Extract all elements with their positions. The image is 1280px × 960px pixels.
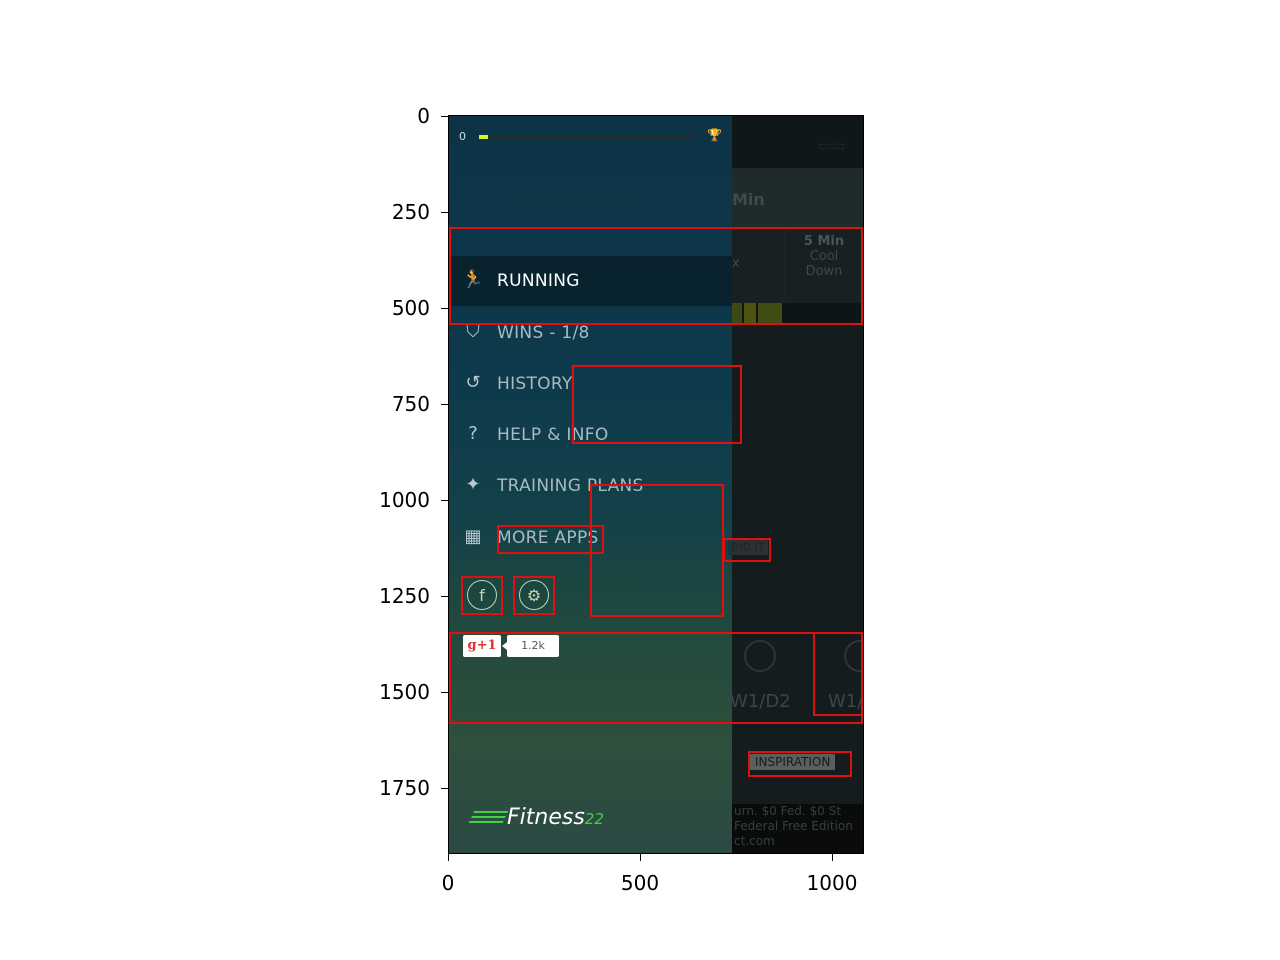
background-app: ▭▭ Min x 5 Min Cool Down DID IT W1/D2 [728, 116, 863, 853]
phone-screen: ▭▭ Min x 5 Min Cool Down DID IT W1/D2 [449, 116, 863, 853]
x-tick [640, 854, 641, 861]
logo-text: Fitness [507, 805, 585, 830]
y-tick [441, 404, 448, 405]
menu-item-label: MORE APPS [497, 528, 599, 548]
segment-bar [758, 303, 782, 323]
day-label[interactable]: W1/ [828, 691, 863, 712]
workout-header-text: Min [732, 190, 765, 209]
segment-label-line1: Cool [809, 249, 839, 264]
menu-item-label: HISTORY [497, 374, 573, 394]
ad-banner[interactable]: urn. $0 Fed. $0 St Federal Free Edition … [732, 804, 863, 853]
menu-item-running[interactable]: 🏃 RUNNING [449, 256, 732, 306]
y-tick-label: 0 [417, 104, 430, 128]
screenshot-frame: ▭▭ Min x 5 Min Cool Down DID IT W1/D2 [448, 115, 864, 854]
menu-item-history[interactable]: ↺ HISTORY [449, 359, 732, 409]
annotation-box [590, 484, 724, 617]
x-tick [832, 854, 833, 861]
did-it-button[interactable]: DID IT [728, 540, 768, 555]
y-tick-label: 1500 [379, 680, 430, 704]
y-tick [441, 116, 448, 117]
x-tick-label: 0 [441, 871, 455, 895]
y-tick-label: 750 [391, 392, 430, 416]
menu-item-label: HELP & INFO [497, 425, 609, 445]
app-topbar: ▭▭ [732, 116, 863, 168]
menu-item-training-plans[interactable]: ✦ TRAINING PLANS [449, 461, 732, 511]
annotation-box [449, 227, 863, 325]
history-icon: ↺ [465, 372, 481, 393]
day-label[interactable]: W1/D2 [730, 691, 791, 712]
y-tick [441, 212, 448, 213]
menu-item-more-apps[interactable]: ▦ MORE APPS [449, 513, 732, 563]
segment-partial-text: x [732, 256, 740, 271]
annotation-box [461, 576, 503, 615]
day-circle[interactable] [844, 640, 863, 672]
annotation-box [748, 751, 852, 777]
segment-label-line2: Down [805, 264, 843, 279]
y-tick-label: 500 [391, 296, 430, 320]
progress-start-label: 0 [459, 130, 466, 143]
y-tick [441, 692, 448, 693]
ad-line: Federal Free Edition [734, 819, 853, 833]
y-tick-label: 1250 [379, 584, 430, 608]
menu-item-wins[interactable]: ⛉ WINS - 1/8 [449, 308, 732, 358]
menu-item-help[interactable]: ? HELP & INFO [449, 410, 732, 460]
question-icon: ? [468, 423, 478, 444]
progress-fill [479, 135, 488, 139]
plans-icon: ✦ [465, 474, 481, 495]
ad-line: urn. $0 Fed. $0 St [734, 804, 841, 818]
ad-line: ct.com [734, 834, 775, 848]
logo-accent: 22 [584, 810, 604, 828]
y-tick [441, 308, 448, 309]
segment-cool-down: 5 Min Cool Down [785, 228, 863, 303]
shield-icon: ⛉ [466, 321, 480, 342]
menu-item-label: WINS - 1/8 [497, 323, 590, 343]
gamepad-icon: ▭▭ [818, 138, 845, 154]
segment-time: 5 Min [803, 234, 845, 249]
segment-bars [732, 303, 863, 323]
y-tick [441, 500, 448, 501]
trophy-icon[interactable]: 🏆 [707, 128, 722, 142]
annotation-box [723, 538, 771, 562]
speed-lines-icon [467, 811, 509, 825]
annotation-box [449, 632, 863, 724]
runner-icon: 🏃 [461, 269, 485, 290]
x-tick-label: 500 [620, 871, 660, 895]
annotation-box [813, 632, 863, 716]
workout-header: Min [732, 168, 863, 228]
segment-bar [732, 303, 742, 323]
fitness22-logo: Fitness22 [467, 805, 604, 830]
x-tick-label: 1000 [806, 871, 858, 895]
x-tick [448, 854, 449, 861]
facebook-button[interactable]: f [467, 580, 497, 610]
grid-icon: ▦ [464, 526, 482, 547]
google-plus-count: 1.2k [502, 635, 559, 657]
menu-item-label: TRAINING PLANS [497, 476, 644, 496]
google-plus-button[interactable]: g+1 [463, 635, 501, 657]
annotation-box [572, 365, 742, 444]
day-circle[interactable] [744, 640, 776, 672]
y-tick-label: 1750 [379, 776, 430, 800]
y-tick-label: 250 [391, 200, 430, 224]
progress-bar [479, 135, 697, 139]
settings-button[interactable]: ⚙ [519, 580, 549, 610]
y-tick-label: 1000 [379, 488, 430, 512]
annotation-box [513, 576, 555, 615]
y-tick [441, 596, 448, 597]
segment-partial: x [732, 228, 785, 303]
inspiration-button[interactable]: INSPIRATION [750, 754, 836, 770]
annotation-box [497, 525, 604, 554]
menu-item-label: RUNNING [497, 271, 580, 291]
segment-bar [744, 303, 756, 323]
y-tick [441, 788, 448, 789]
